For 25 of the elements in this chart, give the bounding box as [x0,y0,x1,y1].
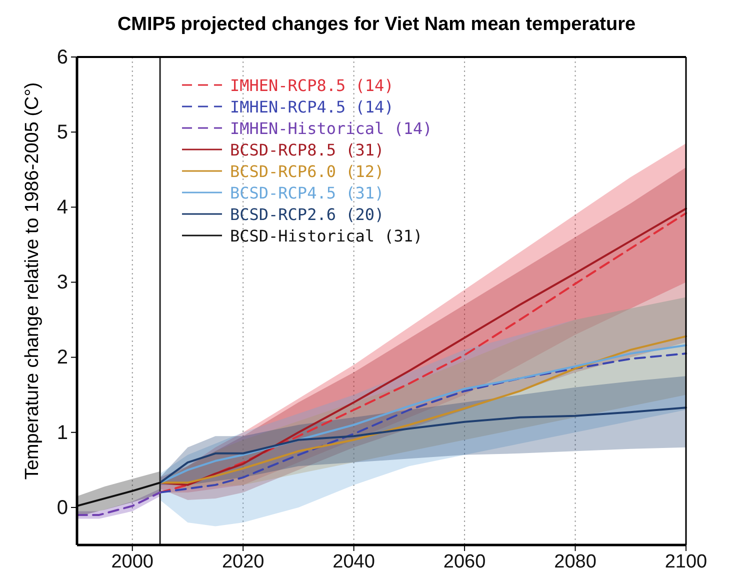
legend-label: BCSD-Historical (31) [230,226,423,246]
y-tick-label: 4 [56,196,68,219]
x-tick-label: 2040 [332,551,375,572]
y-axis-title: Temperature change relative to 1986-2005 (C°) [22,82,43,480]
chart-title: CMIP5 projected changes for Viet Nam mean temperature [117,14,636,35]
legend-label: IMHEN-RCP8.5 (14) [230,76,394,95]
x-tick-label: 2000 [111,551,154,572]
x-tick-label: 2080 [554,551,596,572]
y-tick-label: 5 [56,121,68,144]
y-tick-label: 0 [56,496,68,519]
y-tick-label: 3 [56,272,68,294]
x-tick-label: 2100 [664,551,708,572]
legend-label: BCSD-RCP4.5 (31) [230,184,384,202]
legend-label: IMHEN-Historical (14) [230,119,432,138]
line-series [76,482,162,507]
legend-label: BCSD-RCP6.0 (12) [230,162,384,181]
legend-label: IMHEN-RCP4.5 (14) [230,98,394,116]
y-tick-label: 6 [56,46,68,68]
y-tick-label: 1 [56,422,68,444]
y-tick-label: 2 [56,346,68,369]
x-tick-label: 2060 [443,551,486,572]
x-tick-label: 2020 [222,551,264,572]
legend-label: BCSD-RCP2.6 (20) [230,205,384,224]
legend-label: BCSD-RCP8.5 (31) [230,140,384,160]
line-series [159,406,687,484]
